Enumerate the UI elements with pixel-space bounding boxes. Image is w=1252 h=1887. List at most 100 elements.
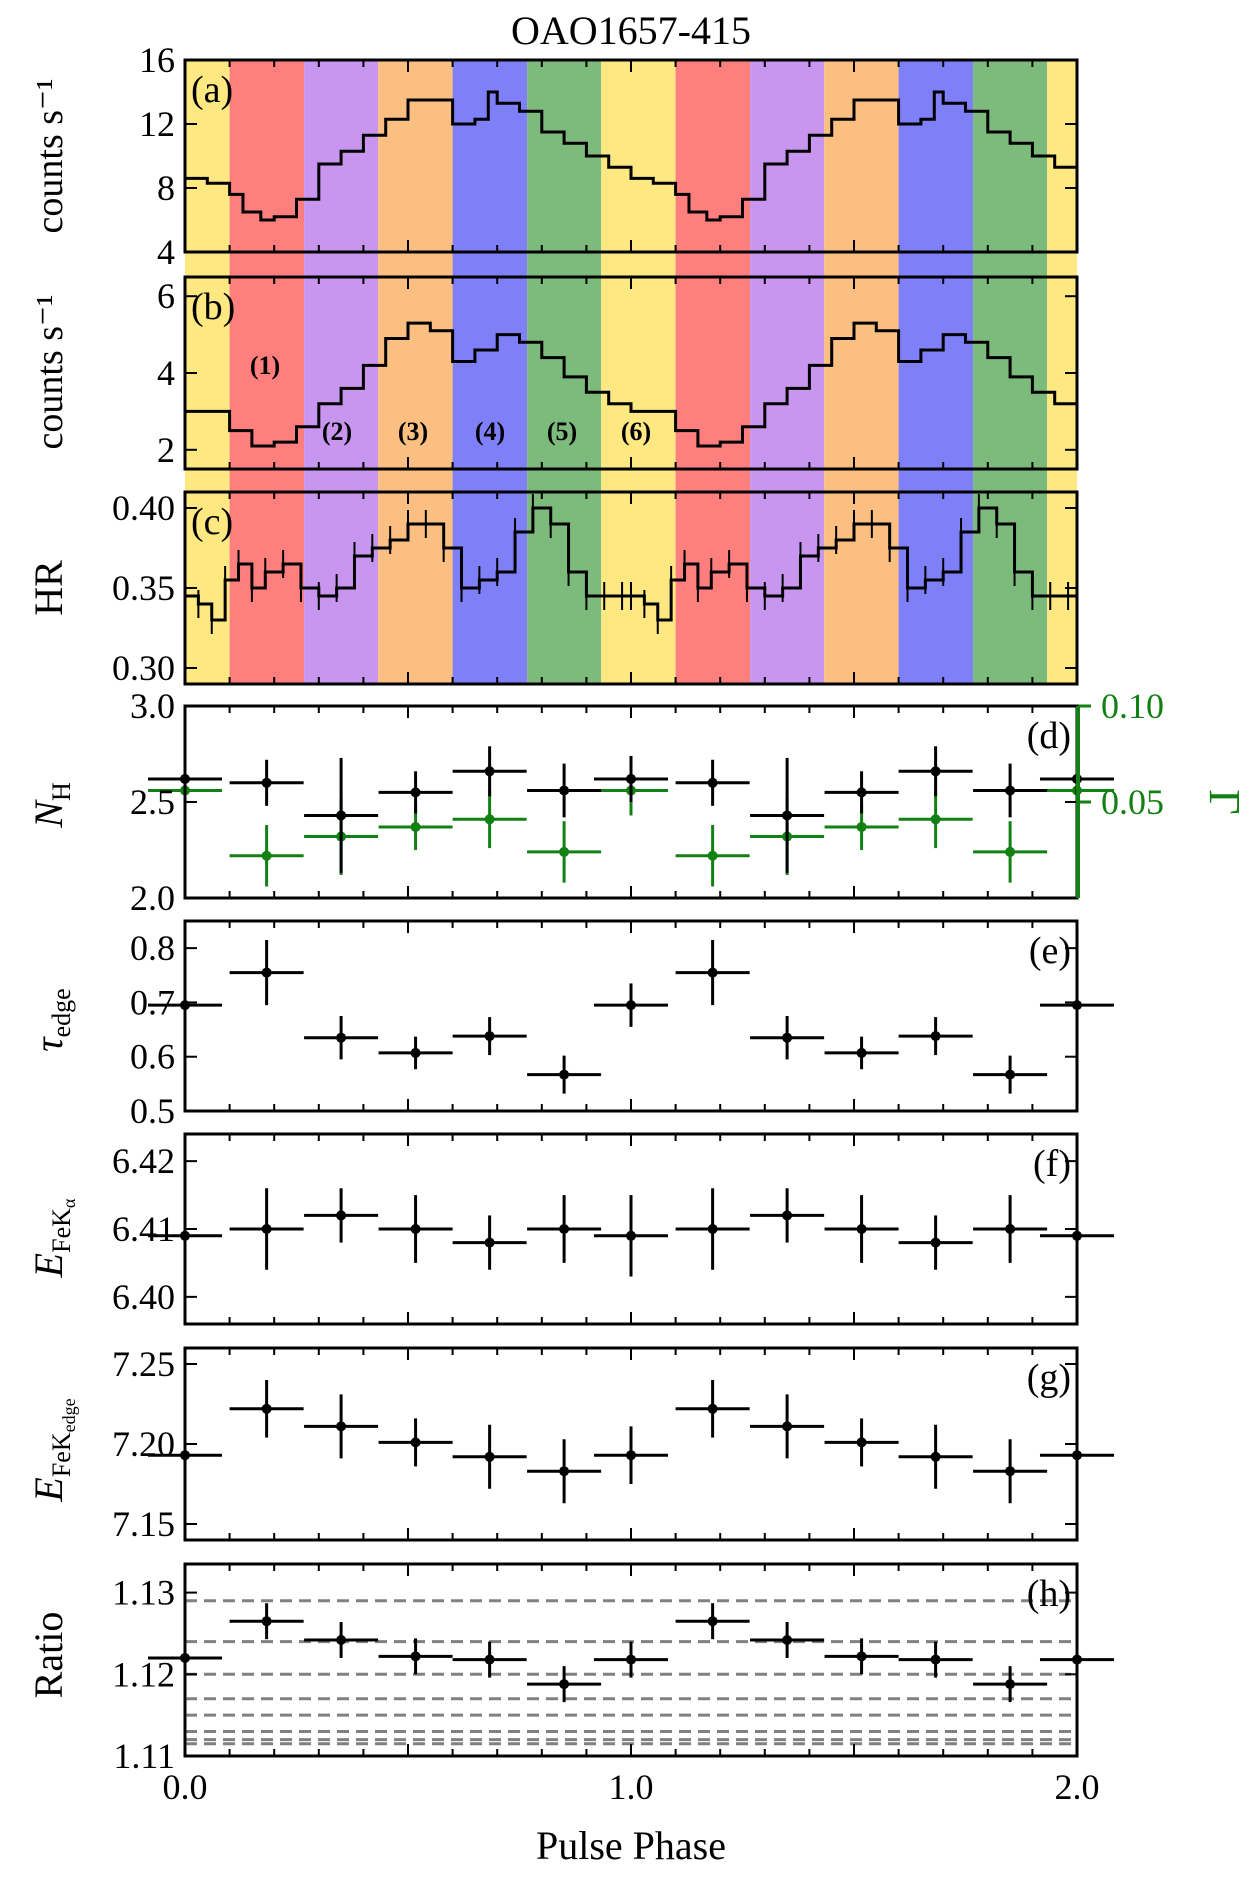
data-point: [856, 821, 867, 832]
phase-interval-label: (5): [547, 417, 577, 446]
data-point: [336, 1421, 347, 1432]
data-point: [261, 777, 272, 788]
data-point: [856, 1047, 867, 1058]
data-point: [782, 1032, 793, 1043]
chart-title: OAO1657-415: [511, 8, 751, 53]
x-tick-label: 1.0: [609, 1767, 654, 1807]
data-point: [856, 1437, 867, 1448]
y-tick-label: 4: [157, 353, 175, 393]
data-point: [559, 846, 570, 857]
data-point: [484, 766, 495, 777]
panel-letter: (a): [191, 69, 233, 111]
data-point: [484, 1654, 495, 1665]
y-tick-label: 0.8: [130, 928, 175, 968]
data-point: [782, 1421, 793, 1432]
y-tick-label: 2: [157, 430, 175, 470]
data-point: [559, 1679, 570, 1690]
data-point: [1005, 1224, 1016, 1234]
y-tick-label: 0.5: [130, 1091, 175, 1131]
y-tick-label: 0.30: [112, 648, 175, 688]
data-point: [930, 1031, 941, 1042]
data-point: [261, 967, 272, 978]
data-point: [559, 1466, 570, 1477]
y-tick-label: 4: [157, 232, 175, 272]
y-axis-label-fekedge: EFeKedge: [26, 1398, 79, 1502]
y-tick-label: 7.25: [112, 1344, 175, 1384]
data-point: [930, 814, 941, 825]
data-point: [410, 1224, 421, 1234]
data-point: [410, 1047, 421, 1058]
phase-band: [675, 60, 751, 684]
data-point: [1005, 785, 1016, 796]
phase-interval-label: (4): [475, 417, 505, 446]
phase-band: [1047, 60, 1077, 684]
data-point: [559, 1224, 570, 1234]
data-point: [856, 1224, 867, 1234]
data-point: [626, 1654, 636, 1665]
phase-band: [898, 60, 974, 684]
plot-layer: [147, 90, 1115, 1746]
data-point: [707, 1224, 718, 1234]
data-point: [782, 1634, 793, 1645]
y-axis-label-fekalpha: EFeKα: [26, 1198, 79, 1278]
y-tick-label: 6.42: [112, 1141, 175, 1181]
data-point: [484, 1031, 495, 1042]
phase-interval-label: (1): [250, 351, 280, 380]
phase-interval-label: (2): [322, 417, 352, 446]
y-tick-label: 7.20: [112, 1424, 175, 1464]
data-point: [930, 1654, 941, 1665]
y-tick-label-right: 0.05: [1101, 782, 1164, 822]
y-tick-label: 0.40: [112, 488, 175, 528]
data-point: [336, 1634, 347, 1645]
panel-letter: (g): [1027, 1357, 1071, 1399]
x-axis-label: Pulse Phase: [536, 1823, 726, 1868]
y-tick-label: 1.13: [112, 1573, 175, 1613]
y-tick-label: 2.0: [130, 878, 175, 918]
data-point: [1005, 1679, 1016, 1690]
light-curve-line: [185, 90, 1079, 222]
data-point: [782, 1210, 793, 1221]
phase-band: [452, 60, 528, 684]
y-tick-label: 0.35: [112, 568, 175, 608]
data-point: [707, 1403, 718, 1414]
y-axis-label-nh: NH: [26, 782, 76, 829]
data-point: [484, 814, 495, 825]
data-point: [410, 1437, 421, 1448]
data-point: [559, 1069, 570, 1080]
data-point: [782, 810, 793, 821]
data-point: [1005, 1466, 1016, 1477]
light-curve-line: [185, 321, 1079, 448]
panel-letter: (h): [1027, 1573, 1071, 1615]
data-point: [707, 850, 718, 861]
data-point: [626, 1450, 636, 1461]
data-point: [626, 1000, 636, 1011]
phase-band: [229, 60, 305, 684]
data-point: [484, 1237, 495, 1248]
data-point: [559, 785, 570, 796]
phase-band: [824, 60, 899, 684]
data-point: [336, 1210, 347, 1221]
data-point: [930, 1451, 941, 1462]
data-point: [261, 850, 272, 861]
y-axis-label-tau: τedge: [26, 988, 76, 1051]
y-axis-label-hr: HR: [26, 560, 71, 616]
y-axis-label-counts: counts s⁻¹: [29, 79, 71, 234]
y-tick-label: 7.15: [112, 1504, 175, 1544]
y-tick-label: 0.6: [130, 1037, 175, 1077]
panel-letter: (b): [191, 286, 235, 328]
phase-band: [623, 60, 676, 684]
data-point: [1005, 846, 1016, 857]
data-point: [626, 1230, 636, 1241]
data-point: [1005, 1069, 1016, 1080]
y-tick-label: 12: [139, 104, 175, 144]
phase-interval-label: (3): [398, 417, 428, 446]
data-point: [930, 766, 941, 777]
data-point: [410, 787, 421, 798]
data-point: [626, 773, 636, 784]
data-point: [856, 1651, 867, 1662]
data-point: [261, 1224, 272, 1234]
y-tick-label: 3.0: [130, 686, 175, 726]
panel-letter: (e): [1029, 930, 1071, 972]
